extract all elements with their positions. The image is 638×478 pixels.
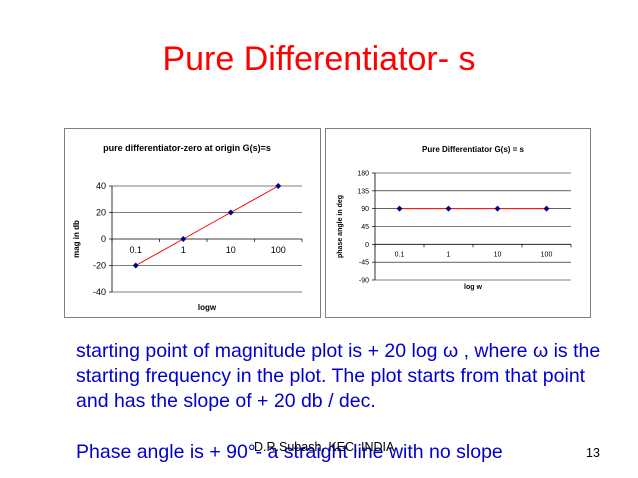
- x-tick-label: 100: [541, 251, 553, 258]
- slide-title: Pure Differentiator- s: [162, 40, 476, 78]
- y-axis-label: mag in db: [72, 220, 81, 258]
- y-tick-label: 135: [357, 188, 369, 195]
- data-point: [180, 236, 187, 242]
- chart-title: pure differentiator-zero at origin G(s)=…: [103, 143, 271, 153]
- y-tick-label: 90: [361, 206, 369, 213]
- data-point: [227, 209, 234, 216]
- data-point: [396, 205, 403, 212]
- y-tick-label: -40: [93, 287, 106, 297]
- x-axis-label: log w: [464, 284, 482, 291]
- y-tick-label: 40: [96, 181, 106, 191]
- x-tick-label: 0.1: [129, 245, 142, 255]
- y-tick-label: 20: [96, 208, 106, 218]
- x-tick-label: 10: [226, 245, 236, 255]
- data-point: [275, 183, 282, 189]
- x-tick-label: 1: [181, 245, 186, 255]
- phase-chart: Pure Differentiator G(s) = s -90 -45 0 45 90 1…: [325, 128, 591, 318]
- phase-chart-svg: Pure Differentiator G(s) = s -90 -45 0 45 90 1…: [337, 145, 572, 291]
- phase-description: Phase angle is + 90°- a straight line wi…: [76, 441, 503, 463]
- y-tick-label: 45: [361, 224, 369, 231]
- y-tick-label: 0: [365, 242, 369, 249]
- y-tick-label: 180: [357, 170, 369, 177]
- x-tick-label: 100: [271, 245, 286, 255]
- x-tick-label: 10: [494, 251, 502, 258]
- footer-text: D.R.Subash, KEC, INDIA: [254, 440, 395, 454]
- slide-number: 13: [586, 446, 600, 460]
- y-tick-label: 0: [101, 234, 106, 244]
- y-tick-label: -45: [359, 260, 369, 267]
- chart-title: Pure Differentiator G(s) = s: [422, 145, 525, 154]
- magnitude-chart-svg: pure differentiator-zero at origin G(s)=…: [72, 143, 303, 312]
- series-line: [135, 185, 279, 266]
- magnitude-description: starting point of magnitude plot is + 20…: [76, 340, 601, 412]
- data-point: [543, 205, 550, 212]
- y-tick-label: -20: [93, 261, 106, 271]
- y-tick-label: -90: [359, 277, 369, 284]
- data-point: [132, 262, 139, 269]
- magnitude-chart: pure differentiator-zero at origin G(s)=…: [64, 128, 321, 318]
- y-axis-label: phase angle in deg: [337, 195, 344, 258]
- x-tick-label: 1: [447, 251, 451, 258]
- data-point: [445, 205, 452, 212]
- data-point: [494, 205, 501, 212]
- x-axis-label: logw: [198, 303, 217, 312]
- x-tick-label: 0.1: [395, 251, 405, 258]
